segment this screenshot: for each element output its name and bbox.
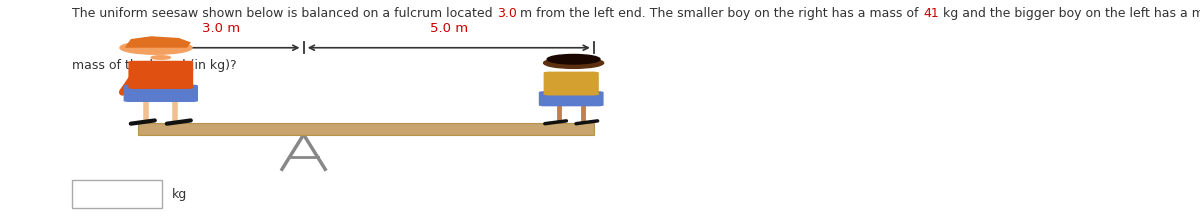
Text: The uniform seesaw shown below is balanced on a fulcrum located: The uniform seesaw shown below is balanc… [72,7,497,20]
Circle shape [544,58,604,68]
FancyBboxPatch shape [544,72,599,95]
FancyBboxPatch shape [124,85,198,102]
FancyBboxPatch shape [138,123,594,135]
Text: 3.0 m: 3.0 m [202,22,240,35]
Text: 3.0: 3.0 [497,7,516,20]
Text: mass of the board (in kg)?: mass of the board (in kg)? [72,59,236,72]
Text: m from the left end. The smaller boy on the right has a mass of: m from the left end. The smaller boy on … [516,7,923,20]
Text: kg and the bigger boy on the left has a mass of: kg and the bigger boy on the left has a … [938,7,1200,20]
Circle shape [120,41,192,54]
Text: 41: 41 [923,7,938,20]
Text: kg: kg [172,188,187,201]
Circle shape [151,56,170,59]
FancyBboxPatch shape [72,180,162,208]
FancyBboxPatch shape [128,61,193,89]
FancyBboxPatch shape [539,91,604,106]
Polygon shape [125,36,191,48]
Text: 5.0 m: 5.0 m [430,22,468,35]
Circle shape [547,54,600,64]
